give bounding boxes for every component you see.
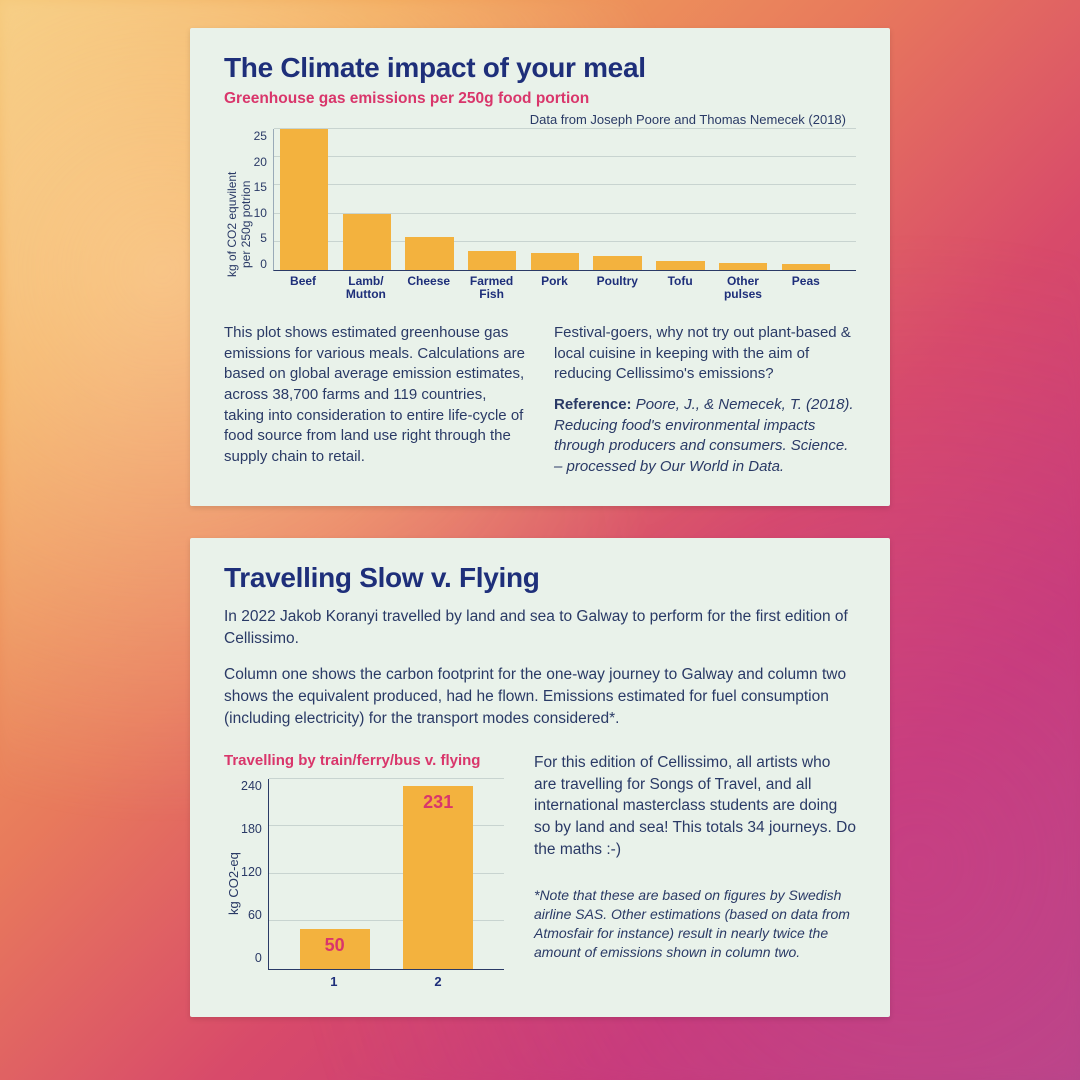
cards-container: The Climate impact of your meal Greenhou… bbox=[0, 0, 1080, 1045]
meal-bar-chart: kg of CO2 equvilent per 250g potrion 252… bbox=[224, 129, 856, 309]
card1-source: Data from Joseph Poore and Thomas Nemece… bbox=[224, 112, 856, 127]
meal-xlabel: Farmed Fish bbox=[467, 275, 516, 309]
meal-bar bbox=[343, 214, 391, 270]
meal-xlabel: Beef bbox=[279, 275, 328, 309]
meal-bar bbox=[280, 129, 328, 270]
card1-para-right-1: Festival-goers, why not try out plant-ba… bbox=[554, 323, 856, 385]
meal-xlabel: Tofu bbox=[656, 275, 705, 309]
travel-bar-value: 50 bbox=[300, 935, 370, 956]
climate-meal-card: The Climate impact of your meal Greenhou… bbox=[190, 28, 890, 506]
meal-bar bbox=[656, 261, 704, 270]
reference-label: Reference: bbox=[554, 396, 636, 413]
card1-subtitle: Greenhouse gas emissions per 250g food p… bbox=[224, 90, 856, 108]
grid-line bbox=[274, 156, 856, 157]
meal-ytick: 20 bbox=[254, 155, 267, 169]
travel-y-axis-label: kg CO2-eq bbox=[224, 779, 241, 989]
card1-para-left: This plot shows estimated greenhouse gas… bbox=[224, 323, 526, 478]
travel-xlabel: 2 bbox=[403, 974, 473, 989]
meal-bar bbox=[531, 253, 579, 270]
travel-card: Travelling Slow v. Flying In 2022 Jakob … bbox=[190, 538, 890, 1017]
meal-xlabel: Cheese bbox=[404, 275, 453, 309]
travel-bar: 50 bbox=[300, 929, 370, 969]
grid-line bbox=[274, 184, 856, 185]
meal-xlabel: Pork bbox=[530, 275, 579, 309]
meal-x-labels: Beef Lamb/ Mutton Cheese Farmed Fish Pork Pou… bbox=[273, 271, 856, 309]
meal-y-axis-label: kg of CO2 equvilent per 250g potrion bbox=[224, 129, 254, 309]
card1-text-columns: This plot shows estimated greenhouse gas… bbox=[224, 323, 856, 478]
travel-y-ticks: 240 180 120 60 0 bbox=[241, 779, 268, 989]
card1-para-right: Festival-goers, why not try out plant-ba… bbox=[554, 323, 856, 478]
meal-bar bbox=[468, 251, 516, 270]
card1-reference: Reference: Poore, J., & Nemecek, T. (201… bbox=[554, 395, 856, 478]
card2-title: Travelling Slow v. Flying bbox=[224, 562, 856, 594]
meal-ytick: 5 bbox=[254, 231, 267, 245]
card1-title: The Climate impact of your meal bbox=[224, 52, 856, 84]
card2-lower-row: Travelling by train/ferry/bus v. flying … bbox=[224, 752, 856, 989]
card2-right-column: For this edition of Cellissimo, all arti… bbox=[534, 752, 856, 989]
meal-bar bbox=[593, 256, 641, 270]
meal-xlabel: Poultry bbox=[593, 275, 642, 309]
card2-footnote: *Note that these are based on figures by… bbox=[534, 886, 856, 962]
meal-ytick: 10 bbox=[254, 206, 267, 220]
travel-ytick: 0 bbox=[241, 951, 262, 965]
meal-y-ticks: 25 20 15 10 5 0 bbox=[254, 129, 273, 309]
meal-ytick: 25 bbox=[254, 129, 267, 143]
travel-bar: 231 bbox=[403, 786, 473, 969]
meal-xlabel: Other pulses bbox=[719, 275, 768, 309]
travel-chart-column: Travelling by train/ferry/bus v. flying … bbox=[224, 752, 504, 989]
meal-xlabel: Lamb/ Mutton bbox=[342, 275, 391, 309]
travel-ytick: 240 bbox=[241, 779, 262, 793]
travel-xlabel: 1 bbox=[299, 974, 369, 989]
travel-ytick: 120 bbox=[241, 865, 262, 879]
card2-right-para: For this edition of Cellissimo, all arti… bbox=[534, 752, 856, 860]
meal-ytick: 15 bbox=[254, 180, 267, 194]
travel-x-labels: 12 bbox=[268, 970, 504, 989]
travel-ytick: 180 bbox=[241, 822, 262, 836]
meal-ytick: 0 bbox=[254, 257, 267, 271]
meal-xlabel: Peas bbox=[782, 275, 831, 309]
grid-line bbox=[269, 778, 504, 779]
travel-bar-value: 231 bbox=[403, 792, 473, 813]
card2-intro-2: Column one shows the carbon footprint fo… bbox=[224, 664, 856, 730]
meal-bar bbox=[719, 263, 767, 270]
meal-bar bbox=[405, 237, 453, 270]
meal-plot-area bbox=[273, 129, 856, 271]
travel-ytick: 60 bbox=[241, 908, 262, 922]
travel-chart-subtitle: Travelling by train/ferry/bus v. flying bbox=[224, 752, 504, 769]
travel-plot-area: 50 231 bbox=[268, 779, 504, 970]
card2-intro-1: In 2022 Jakob Koranyi travelled by land … bbox=[224, 606, 856, 650]
meal-bar bbox=[782, 264, 830, 270]
grid-line bbox=[274, 128, 856, 129]
travel-bar-chart: kg CO2-eq 240180120600 50231 12 bbox=[224, 779, 504, 989]
